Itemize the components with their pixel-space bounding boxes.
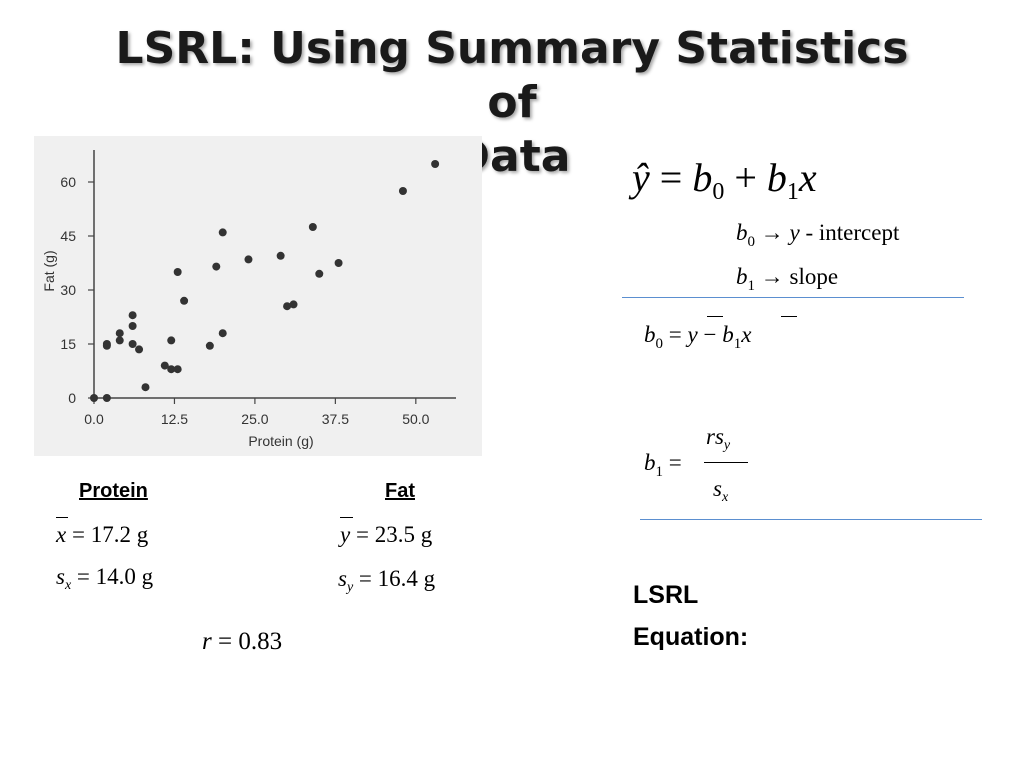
data-point xyxy=(315,269,324,278)
data-point xyxy=(276,251,285,260)
y-tick-label: 15 xyxy=(60,336,76,352)
y-tick-label: 0 xyxy=(68,390,76,406)
b0-formula: b0 = y − b1x xyxy=(644,322,752,352)
data-point xyxy=(90,394,98,402)
scatter-plot: 0.0 12.5 25.0 37.5 50.0 0 15 30 45 60 Protein (g) F… xyxy=(34,136,482,456)
data-point xyxy=(308,223,317,231)
slide-title: LSRL: Using Summary Statistics of Data xyxy=(90,22,934,184)
data-point xyxy=(180,296,189,305)
model-equation: ŷ = b0 + b1x xyxy=(632,155,817,205)
data-point xyxy=(128,322,137,330)
fat-sd: sy = 16.4 g xyxy=(338,566,436,595)
fat-mean: y = 23.5 g xyxy=(340,522,433,547)
divider-rule-2 xyxy=(640,519,982,520)
data-point xyxy=(218,329,227,338)
data-point xyxy=(102,394,111,402)
lsrl-label-line-2: Equation: xyxy=(633,623,749,651)
protein-mean: x = 17.2 g xyxy=(56,522,149,547)
data-point xyxy=(128,340,137,348)
data-point xyxy=(115,329,124,338)
title-line-1: LSRL: Using Summary Statistics of xyxy=(115,23,909,128)
protein-sd: sx = 14.0 g xyxy=(56,564,154,593)
correlation-r: r = 0.83 xyxy=(202,628,283,655)
data-point xyxy=(205,341,214,350)
y-tick-label: 60 xyxy=(60,174,76,190)
x-tick-label: 25.0 xyxy=(241,411,268,427)
data-point xyxy=(141,383,150,392)
b1-definition: b1 → slope xyxy=(736,264,839,294)
data-point xyxy=(160,361,169,370)
lsrl-equation-label: LSRL Equation: xyxy=(633,574,748,658)
fat-mean-overline xyxy=(340,517,353,518)
x-tick-label: 50.0 xyxy=(402,411,429,427)
x-axis-label: Protein (g) xyxy=(248,433,313,449)
data-point xyxy=(102,340,111,348)
data-point xyxy=(212,262,221,271)
data-point xyxy=(289,300,298,309)
x-tick-label: 37.5 xyxy=(322,411,349,427)
y-axis-label: Fat (g) xyxy=(41,250,57,291)
b1-formula-lhs: b1 = xyxy=(644,450,682,480)
y-tick-label: 30 xyxy=(60,282,76,298)
b0-definition: b0 → y - intercept xyxy=(736,220,900,250)
fat-header: Fat xyxy=(385,480,415,502)
scatter-plot-svg: 0.0 12.5 25.0 37.5 50.0 0 15 30 45 60 Protein (g) F… xyxy=(41,150,456,449)
divider-rule xyxy=(622,297,964,298)
data-point xyxy=(135,345,144,354)
data-point xyxy=(167,365,176,374)
data-point xyxy=(173,268,182,276)
data-point xyxy=(218,228,227,237)
data-point xyxy=(283,302,292,311)
data-point xyxy=(334,259,343,267)
y-tick-label: 45 xyxy=(60,228,76,244)
x-tick-label: 0.0 xyxy=(84,411,104,427)
x-bar-overline xyxy=(781,316,797,317)
b1-denominator: sx xyxy=(713,476,729,505)
b1-numerator: rsy xyxy=(706,424,731,453)
x-tick-label: 12.5 xyxy=(161,411,188,427)
data-point xyxy=(167,336,176,345)
y-bar-overline xyxy=(707,316,723,317)
data-point xyxy=(431,160,440,168)
lsrl-label-line-1: LSRL xyxy=(633,581,699,609)
data-point xyxy=(244,255,253,264)
data-point xyxy=(173,365,182,374)
fraction-bar xyxy=(704,462,748,463)
data-point xyxy=(115,336,124,345)
data-point xyxy=(398,187,407,195)
protein-mean-overline xyxy=(56,517,68,518)
data-point xyxy=(128,311,137,320)
protein-header: Protein xyxy=(79,480,148,502)
